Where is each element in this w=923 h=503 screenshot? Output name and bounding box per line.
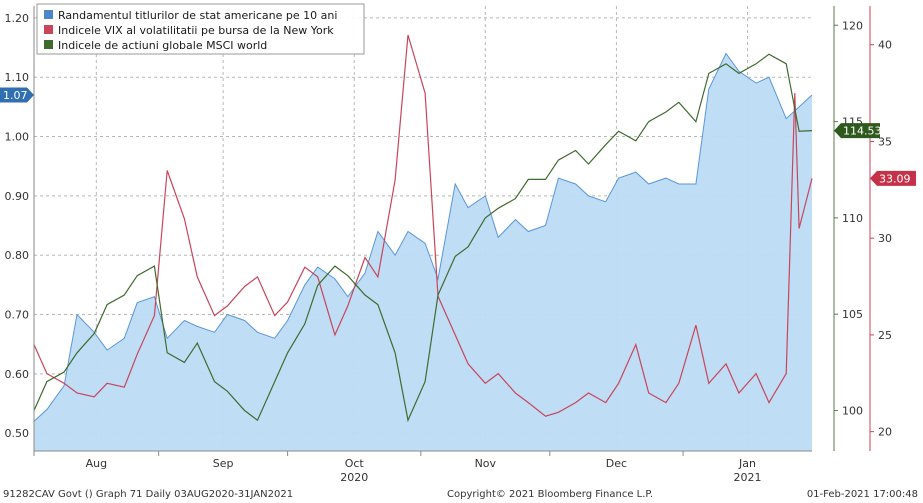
- left-tick-label: 0.60: [5, 368, 30, 381]
- right1-tick-label: 105: [842, 308, 863, 321]
- x-tick-label: Sep: [213, 457, 234, 470]
- right2-tick-label: 25: [878, 329, 892, 342]
- right2-tick-label: 40: [878, 39, 892, 52]
- left-tick-label: 1.00: [5, 131, 30, 144]
- left-tick-label: 0.90: [5, 190, 30, 203]
- legend-swatch-msci: [44, 40, 53, 49]
- right1-tick-label: 110: [842, 212, 863, 225]
- left-tick-label: 0.80: [5, 249, 30, 262]
- left-tick-label: 1.20: [5, 12, 30, 25]
- axes: [33, 6, 871, 452]
- yield-area-layer: [33, 52, 813, 451]
- tag-msci-shape: [834, 123, 880, 139]
- tag-vix-text: 33.09: [879, 172, 911, 185]
- left-tick-label: 1.10: [5, 71, 30, 84]
- right2-tick-label: 35: [878, 135, 892, 148]
- legend-label-vix: Indicele VIX al volatilitatii pe bursa d…: [58, 24, 334, 37]
- legend-label-yield: Randamentul titlurilor de stat americane…: [58, 9, 337, 22]
- lines-layer: [33, 34, 813, 423]
- legend-box: [36, 3, 365, 55]
- legend-swatch-yield: [44, 10, 53, 19]
- x-tick-label: Dec: [606, 457, 627, 470]
- tag-msci-text: 114.53: [843, 125, 882, 138]
- x-tick-label: Oct: [345, 457, 365, 470]
- left-tick-label: 0.50: [5, 427, 30, 440]
- x-tick-label: Aug: [86, 457, 107, 470]
- tag-vix-shape: [870, 170, 916, 186]
- series-yield-area: [34, 53, 812, 451]
- legend-swatch-vix: [44, 25, 53, 34]
- x-tick-label: Nov: [475, 457, 497, 470]
- legend-label-msci: Indicele de actiuni globale MSCI world: [58, 39, 267, 52]
- x-axis-ticks: Aug Sep Oct Nov Dec Jan 2020 2021: [33, 451, 762, 484]
- left-tick-label: 0.70: [5, 309, 30, 322]
- footer-right: 01-Feb-2021 17:00:48: [807, 489, 918, 500]
- x-tick-label: Jan: [738, 457, 756, 470]
- right1-tick-label: 100: [842, 405, 863, 418]
- last-value-tags: 1.07 114.53 33.09: [0, 87, 916, 186]
- footer-left: 91282CAV Govt () Graph 71 Daily 03AUG202…: [3, 489, 293, 500]
- right1-tick-label: 120: [842, 19, 863, 32]
- series-vix-line: [33, 34, 813, 417]
- left-axis-ticks: 0.50 0.60 0.70 0.80 0.90 1.00 1.10 1.20: [5, 12, 30, 440]
- legend: Randamentul titlurilor de stat americane…: [36, 3, 365, 55]
- tag-yield-text: 1.07: [3, 89, 28, 102]
- x-year-label: 2021: [734, 471, 762, 484]
- right2-tick-label: 20: [878, 426, 892, 439]
- x-year-label: 2020: [340, 471, 368, 484]
- footer-center: Copyright© 2021 Bloomberg Finance L.P.: [447, 489, 653, 500]
- right-axis-2-ticks: 20 25 30 35 40: [870, 39, 892, 439]
- series-msci-line: [33, 53, 813, 423]
- footer: 91282CAV Govt () Graph 71 Daily 03AUG202…: [3, 489, 918, 500]
- tag-yield-shape: [0, 87, 34, 103]
- right2-tick-label: 30: [878, 232, 892, 245]
